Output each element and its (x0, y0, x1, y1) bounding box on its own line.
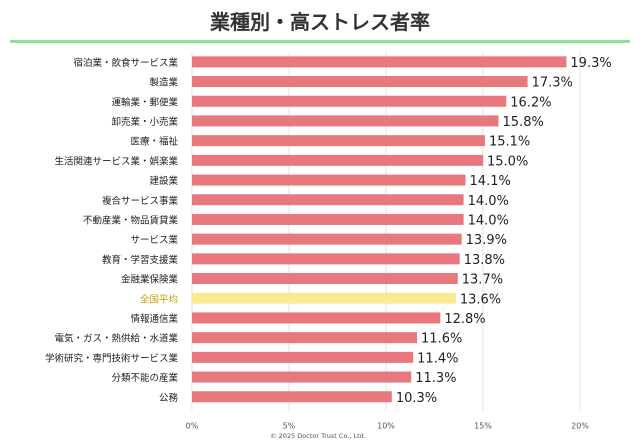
data-label: 15.8% (503, 115, 544, 130)
category-label: 運輸業・郵便業 (111, 96, 178, 108)
bar (192, 56, 567, 68)
x-tick-label: 10% (377, 422, 395, 431)
bar (192, 312, 441, 324)
bar (192, 194, 464, 206)
bar (192, 332, 418, 344)
category-label: 生活関連サービス業・娯楽業 (54, 155, 178, 167)
data-label: 10.3% (396, 391, 437, 406)
data-label: 19.3% (570, 56, 611, 71)
data-label: 17.3% (532, 76, 573, 91)
category-label: 複合サービス事業 (102, 195, 179, 207)
x-tick-label: 20% (571, 422, 589, 431)
x-tick-label: 5% (283, 422, 296, 431)
category-label: 情報通信業 (130, 313, 178, 325)
data-label: 15.1% (489, 135, 530, 150)
data-label: 14.1% (470, 174, 511, 189)
bar (192, 371, 412, 383)
data-label: 13.7% (462, 273, 503, 288)
data-label: 13.8% (464, 253, 505, 268)
data-label: 16.2% (510, 95, 551, 110)
category-label: 製造業 (149, 77, 178, 89)
x-tick-label: 0% (186, 422, 199, 431)
category-label: 不動産業・物品賃貸業 (83, 214, 179, 226)
bar (192, 233, 462, 245)
data-label: 13.9% (466, 233, 507, 248)
bar (192, 154, 483, 166)
bar (192, 273, 458, 285)
category-label: 宿泊業・飲食サービス業 (73, 57, 178, 69)
bar (192, 292, 456, 304)
bar (192, 135, 485, 147)
data-label: 11.3% (415, 371, 456, 386)
data-label: 11.6% (421, 332, 462, 347)
category-label: 公務 (159, 392, 179, 404)
category-label: 卸売業・小売業 (111, 116, 178, 128)
category-label: 学術研究・専門技術サービス業 (45, 352, 179, 364)
x-tick-label: 15% (474, 422, 492, 431)
category-label: 医療・福祉 (130, 136, 178, 148)
bar (192, 95, 507, 107)
category-label: 建設業 (149, 175, 178, 187)
category-label: 金融業保険業 (121, 274, 179, 286)
category-label: サービス業 (130, 234, 178, 246)
copyright: © 2025 Doctor Trust Co., Ltd. (270, 432, 366, 440)
bar (192, 174, 466, 186)
data-label: 14.0% (468, 194, 509, 209)
data-label: 15.0% (487, 154, 528, 169)
data-label: 11.4% (417, 351, 458, 366)
category-label: 全国平均 (140, 293, 178, 305)
category-label: 教育・学習支援業 (102, 254, 179, 266)
category-label: 電気・ガス・熱供給・水道業 (54, 333, 178, 345)
bar (192, 213, 464, 225)
title-underline (10, 40, 630, 43)
bar (192, 351, 414, 363)
bar (192, 391, 392, 403)
data-label: 14.0% (468, 213, 509, 228)
bar (192, 76, 528, 88)
bar (192, 115, 499, 127)
data-label: 13.6% (460, 292, 501, 307)
category-label: 分類不能の産業 (111, 372, 178, 384)
bar (192, 253, 460, 265)
chart-title: 業種別・高ストレス者率 (210, 10, 430, 34)
data-label: 12.8% (444, 312, 485, 327)
